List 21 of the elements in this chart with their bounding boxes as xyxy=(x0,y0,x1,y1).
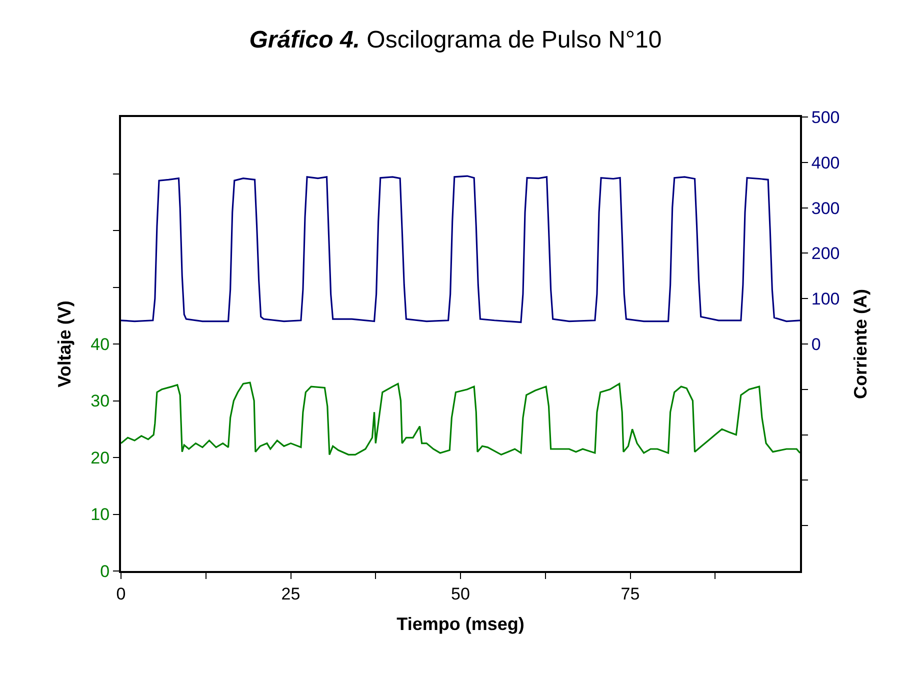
y2-tick-label: 300 xyxy=(811,198,840,218)
x-tick-label: 75 xyxy=(620,584,640,604)
y-axis-title: Voltaje (V) xyxy=(54,300,74,388)
y-tick-label: 30 xyxy=(90,392,110,411)
y2-tick-label: 0 xyxy=(811,334,821,354)
x-axis-title: Tiempo (mseg) xyxy=(396,614,524,634)
x-tick-label: 50 xyxy=(451,584,470,604)
line-series xyxy=(121,175,800,324)
chart-title: Gráfico 4. Oscilograma de Pulso N°10 xyxy=(249,26,662,54)
y2-tick-label: 500 xyxy=(811,108,840,127)
y-tick-label: 10 xyxy=(90,505,110,524)
y2-tick-label: 200 xyxy=(811,244,840,264)
x-tick-label: 25 xyxy=(281,584,300,604)
y-tick-label: 40 xyxy=(90,334,110,354)
y-tick-label: 20 xyxy=(90,448,110,468)
line-series xyxy=(121,382,800,456)
y-tick-label: 0 xyxy=(100,562,110,581)
y2-tick-label: 100 xyxy=(811,290,840,309)
y2-axis-title: Corriente (A) xyxy=(850,288,870,400)
x-tick-label: 0 xyxy=(116,584,126,604)
y2-tick-label: 400 xyxy=(811,153,840,172)
